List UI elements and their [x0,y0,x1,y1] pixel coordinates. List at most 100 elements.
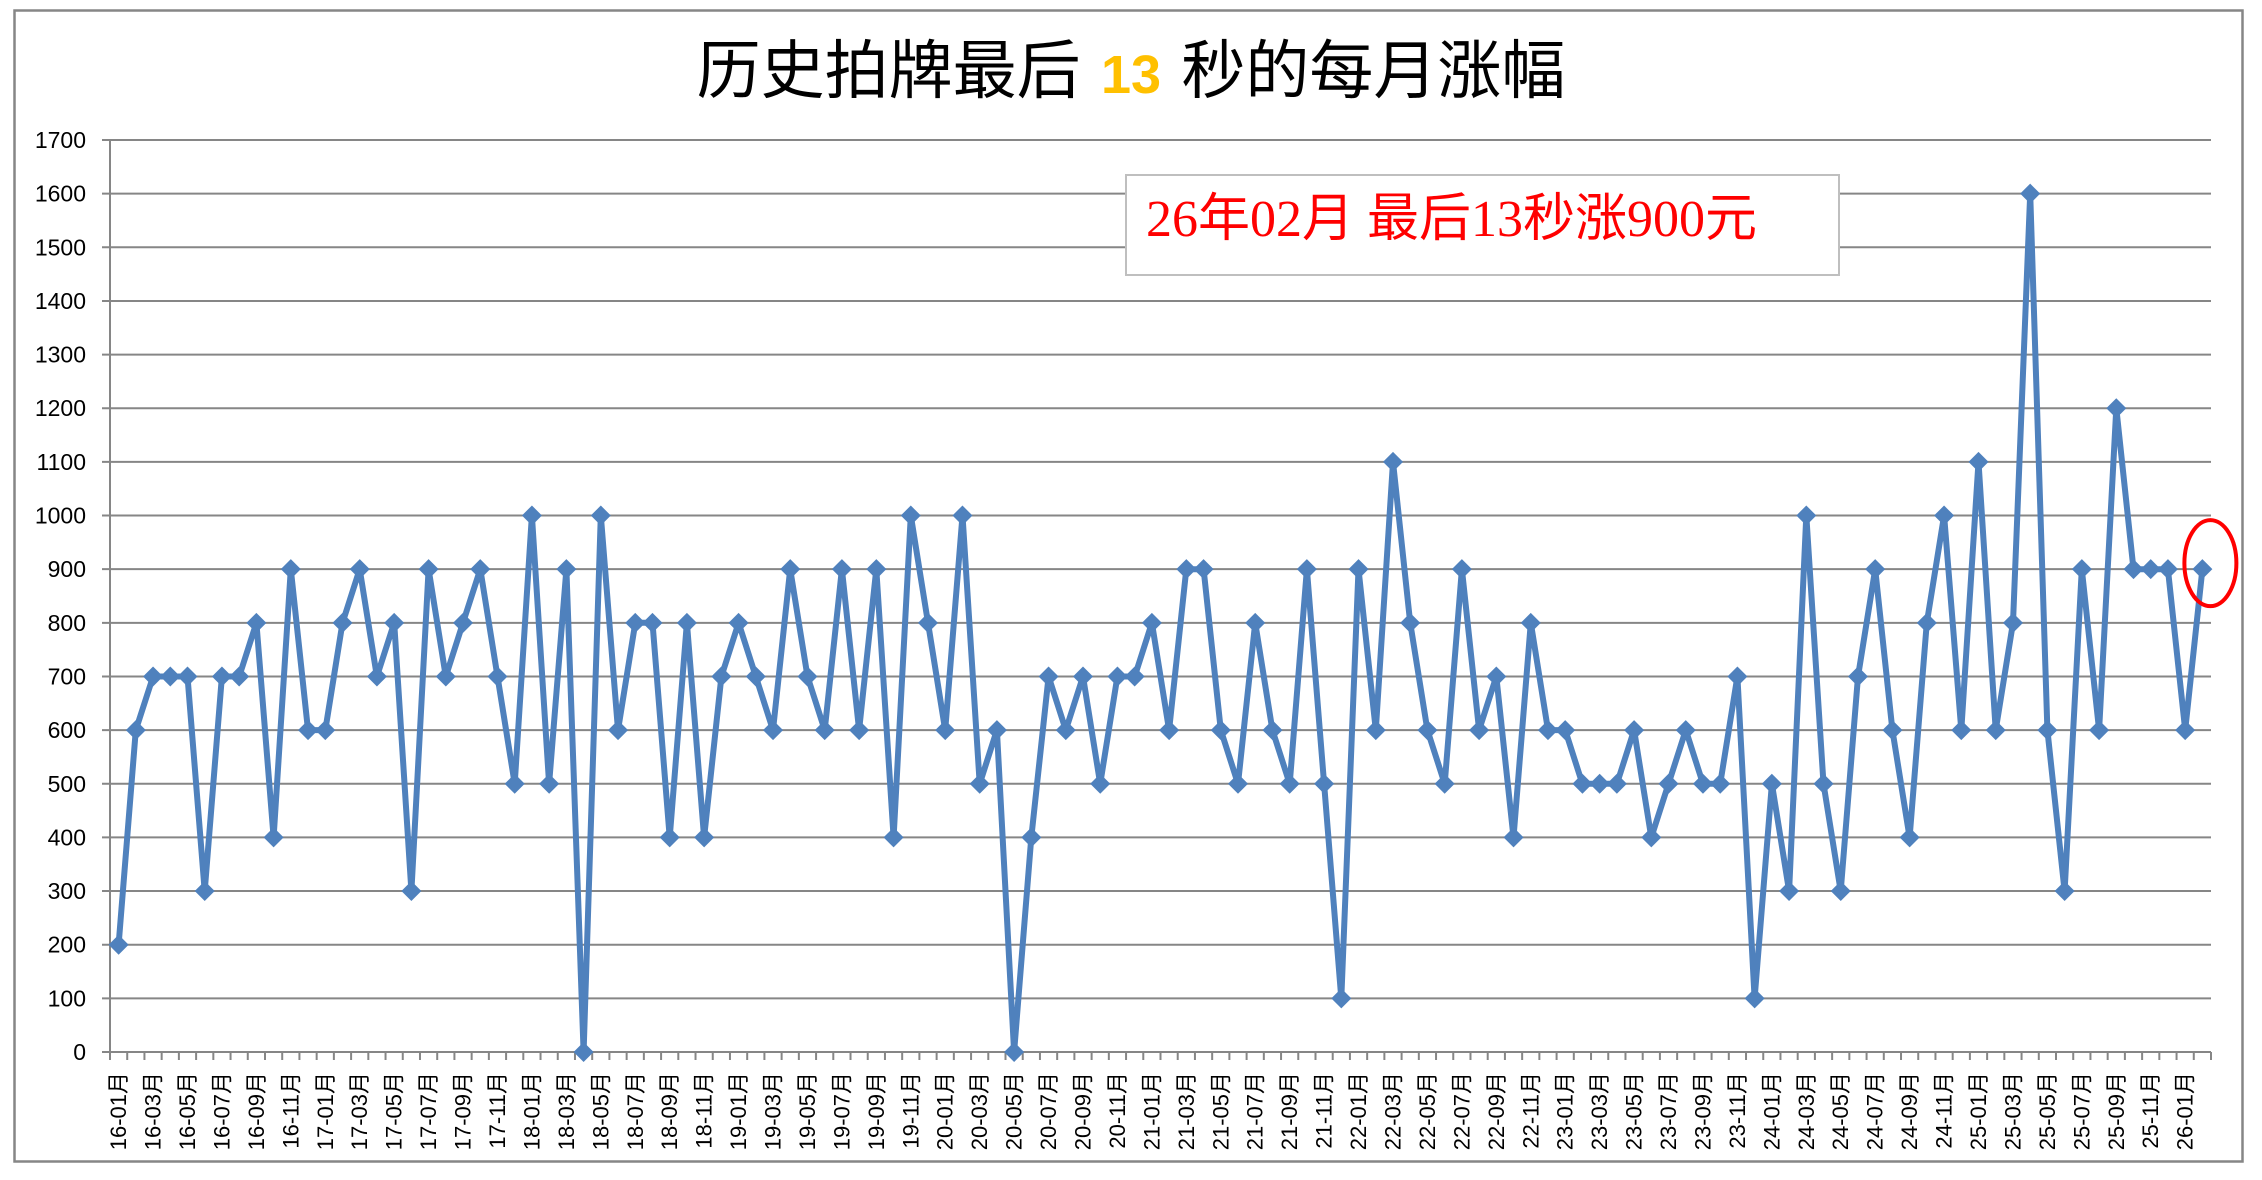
title-accent-number: 13 [1100,45,1162,105]
x-tick-label: 17-01月 [313,1072,338,1150]
x-tick-label: 20-11月 [1105,1072,1130,1149]
diamond-marker-icon [1262,720,1283,741]
diamond-marker-icon [1641,827,1662,848]
diamond-marker-icon [1537,720,1558,741]
diamond-marker-icon [1865,559,1886,580]
diamond-marker-icon [160,666,181,687]
diamond-marker-icon [935,720,956,741]
diamond-marker-icon [1245,612,1266,633]
diamond-marker-icon [1279,773,1300,794]
diamond-marker-icon [1314,773,1335,794]
diamond-marker-icon [1968,451,1989,472]
x-tick-label: 25-09月 [2104,1072,2129,1150]
x-tick-label: 22-01月 [1346,1072,1371,1150]
highlight-ellipse [2182,518,2239,609]
diamond-marker-icon [1675,720,1696,741]
x-tick-label: 24-01月 [1759,1072,1784,1150]
diamond-marker-icon [1210,720,1231,741]
x-axis-labels: 16-01月 16-03月 16-05月 16-07月 16-09月 16-11月 17-0… [106,1072,2198,1150]
diamond-marker-icon [2106,398,2127,419]
diamond-marker-icon [2089,720,2110,741]
diamond-marker-icon [1417,720,1438,741]
diamond-marker-icon [642,612,663,633]
x-tick-label: 25-03月 [2001,1072,2026,1150]
diamond-marker-icon [676,612,697,633]
y-tick-label: 300 [48,878,86,904]
diamond-marker-icon [125,720,146,741]
y-tick-label: 1300 [35,342,86,368]
diamond-marker-icon [349,559,370,580]
x-axis-ticks [109,1052,2212,1060]
diamond-marker-icon [883,827,904,848]
diamond-marker-icon [556,559,577,580]
diamond-marker-icon [435,666,456,687]
diamond-marker-icon [797,666,818,687]
diamond-marker-icon [1589,773,1610,794]
y-tick-label: 200 [48,932,86,958]
diamond-marker-icon [694,827,715,848]
x-tick-label: 21-01月 [1139,1072,1164,1150]
data-markers [108,183,2213,1062]
x-tick-label: 16-05月 [175,1072,200,1150]
diamond-marker-icon [539,773,560,794]
diamond-marker-icon [763,720,784,741]
y-tick-label: 100 [48,985,86,1011]
y-tick-label: 1400 [35,288,86,314]
x-tick-label: 26-01月 [2173,1072,2198,1150]
x-tick-label: 16-07月 [209,1072,234,1150]
diamond-marker-icon [263,827,284,848]
x-tick-label: 24-07月 [1863,1072,1888,1150]
diamond-marker-icon [211,666,232,687]
x-tick-label: 18-05月 [588,1072,613,1150]
x-tick-label: 22-03月 [1381,1072,1406,1150]
x-tick-label: 25-01月 [1966,1072,1991,1150]
y-tick-label: 800 [48,610,86,636]
x-tick-label: 24-05月 [1828,1072,1853,1150]
diamond-marker-icon [108,934,129,955]
diamond-marker-icon [1124,666,1145,687]
diamond-marker-icon [246,612,267,633]
diamond-marker-icon [384,612,405,633]
diamond-marker-icon [2175,720,2196,741]
diamond-marker-icon [728,612,749,633]
diamond-marker-icon [1882,720,1903,741]
diamond-marker-icon [1692,773,1713,794]
y-tick-label: 1700 [35,127,86,153]
diamond-marker-icon [2020,183,2041,204]
y-tick-label: 1000 [35,503,86,529]
x-tick-label: 16-01月 [106,1072,131,1150]
diamond-marker-icon [831,559,852,580]
x-tick-label: 21-03月 [1174,1072,1199,1150]
diamond-marker-icon [1503,827,1524,848]
diamond-marker-icon [1934,505,1955,526]
diamond-marker-icon [1572,773,1593,794]
diamond-marker-icon [401,881,422,902]
diamond-marker-icon [1899,827,1920,848]
x-tick-label: 21-07月 [1243,1072,1268,1150]
title-text-end: 秒的每月涨幅 [1161,35,1566,109]
x-tick-label: 23-01月 [1553,1072,1578,1150]
diamond-marker-icon [1486,666,1507,687]
annotation-box: 26年02月 最后13秒涨900元 [1125,174,1840,276]
x-tick-label: 19-03月 [761,1072,786,1150]
chart-title: 历史拍牌最后 13 秒的每月涨幅 [0,36,2262,111]
diamond-marker-icon [1985,720,2006,741]
diamond-marker-icon [952,505,973,526]
diamond-marker-icon [866,559,887,580]
diamond-marker-icon [1847,666,1868,687]
x-tick-label: 22-07月 [1449,1072,1474,1150]
diamond-marker-icon [1761,773,1782,794]
x-tick-label: 22-09月 [1484,1072,1509,1150]
diamond-marker-icon [1382,451,1403,472]
diamond-marker-icon [1348,559,1369,580]
diamond-marker-icon [1555,720,1576,741]
x-tick-label: 16-09月 [244,1072,269,1150]
diamond-marker-icon [1073,666,1094,687]
y-axis-labels: 0 100 200 300 400 500 600 700 800 900 1000 1100 1200… [35,127,86,1065]
x-tick-label: 21-09月 [1277,1072,1302,1150]
x-tick-label: 16-03月 [141,1072,166,1150]
diamond-marker-icon [487,666,508,687]
x-tick-label: 18-11月 [692,1072,717,1149]
diamond-marker-icon [2192,559,2213,580]
